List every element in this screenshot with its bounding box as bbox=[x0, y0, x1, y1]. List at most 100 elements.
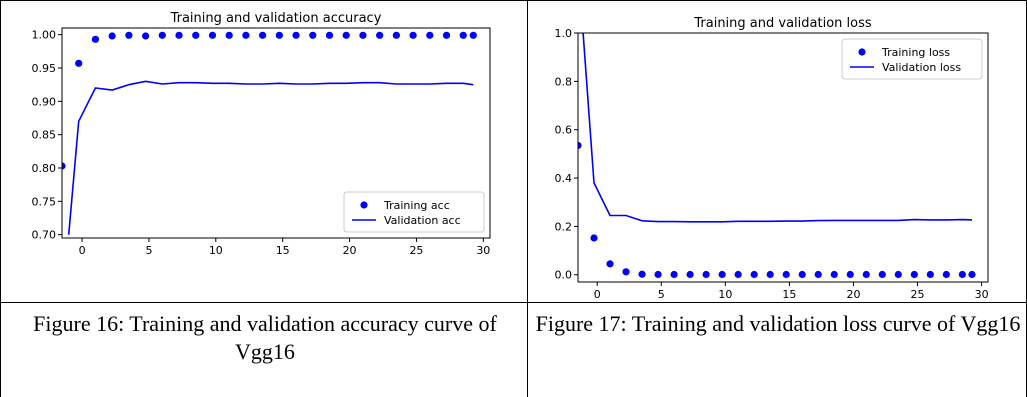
data-point bbox=[638, 270, 646, 278]
data-point bbox=[654, 270, 662, 279]
legend: Training acc Validation acc bbox=[343, 191, 485, 233]
y-tick-label: 0.2 bbox=[555, 220, 573, 233]
data-point bbox=[814, 270, 822, 279]
y-tick-label: 0.8 bbox=[555, 75, 573, 88]
series-validation-acc bbox=[67, 80, 474, 235]
data-point bbox=[606, 260, 614, 268]
data-point bbox=[459, 31, 467, 39]
plot-frame bbox=[61, 27, 491, 239]
data-point bbox=[62, 162, 66, 170]
legend-marker bbox=[858, 48, 866, 56]
data-point bbox=[734, 270, 742, 279]
data-point bbox=[325, 31, 334, 39]
data-point bbox=[862, 270, 870, 279]
x-tick-label: 20 bbox=[846, 288, 860, 301]
chart-title: Training and validation accuracy bbox=[170, 11, 382, 26]
data-point bbox=[141, 32, 150, 40]
y-tick-label: 0.6 bbox=[555, 124, 573, 137]
y-tick-label: 0.75 bbox=[32, 195, 57, 208]
y-tick-label: 0.70 bbox=[32, 229, 57, 242]
data-point bbox=[125, 31, 133, 39]
figure-17-caption: Figure 17: Training and validation loss … bbox=[535, 311, 1021, 336]
data-point bbox=[259, 31, 267, 39]
data-point bbox=[968, 270, 976, 279]
data-point bbox=[830, 270, 838, 279]
data-point bbox=[376, 31, 384, 39]
data-point bbox=[750, 270, 758, 279]
y-tick-label: 1.0 bbox=[555, 27, 573, 40]
legend-box bbox=[343, 191, 485, 233]
x-tick-label: 10 bbox=[209, 244, 223, 257]
data-point bbox=[782, 270, 790, 279]
legend-label: Training loss bbox=[881, 46, 950, 59]
data-point bbox=[846, 270, 854, 279]
figure-16-caption: Figure 16: Training and validation accur… bbox=[33, 311, 497, 364]
data-point bbox=[590, 234, 598, 242]
x-tick-label: 25 bbox=[409, 244, 423, 257]
data-point bbox=[894, 270, 902, 279]
series-line bbox=[67, 80, 474, 235]
data-point bbox=[158, 31, 166, 39]
x-tick-label: 10 bbox=[718, 288, 732, 301]
legend-label: Training acc bbox=[383, 199, 450, 212]
y-tick-label: 0.85 bbox=[32, 129, 57, 142]
data-point bbox=[426, 31, 434, 39]
data-point bbox=[108, 32, 116, 40]
series-training-loss bbox=[578, 141, 976, 279]
data-point bbox=[409, 31, 417, 39]
chart-title: Training and validation loss bbox=[693, 16, 871, 31]
x-tick-label: 5 bbox=[145, 244, 152, 257]
data-point bbox=[766, 270, 774, 279]
data-point bbox=[469, 31, 477, 39]
data-point bbox=[878, 270, 886, 279]
data-point bbox=[75, 59, 83, 67]
legend-marker bbox=[360, 201, 368, 209]
data-point bbox=[686, 270, 694, 279]
plot-frame bbox=[577, 32, 989, 283]
data-point bbox=[275, 31, 283, 39]
x-tick-label: 15 bbox=[276, 244, 290, 257]
series-training-acc bbox=[62, 31, 477, 170]
x-tick-label: 25 bbox=[911, 288, 925, 301]
data-point bbox=[442, 31, 451, 39]
data-point bbox=[91, 35, 100, 43]
y-tick-label: 0.80 bbox=[32, 162, 57, 175]
data-point bbox=[309, 31, 317, 39]
x-tick-label: 0 bbox=[79, 244, 86, 257]
legend-label: Validation loss bbox=[882, 61, 961, 74]
x-tick-label: 30 bbox=[476, 244, 490, 257]
x-tick-label: 5 bbox=[658, 288, 665, 301]
data-point bbox=[942, 270, 950, 279]
data-point bbox=[926, 270, 934, 279]
x-tick-label: 30 bbox=[975, 288, 989, 301]
legend-box bbox=[841, 38, 983, 80]
y-tick-label: 1.00 bbox=[32, 29, 57, 42]
data-point bbox=[342, 31, 350, 39]
y-tick-label: 0.4 bbox=[555, 172, 573, 185]
data-point bbox=[910, 270, 918, 279]
series-line bbox=[582, 33, 973, 223]
x-tick-label: 0 bbox=[594, 288, 601, 301]
data-point bbox=[225, 31, 233, 39]
data-point bbox=[798, 270, 806, 279]
data-point bbox=[718, 270, 726, 279]
legend-label: Validation acc bbox=[384, 214, 461, 227]
data-point bbox=[578, 141, 582, 150]
data-point bbox=[622, 268, 630, 276]
y-tick-label: 0.90 bbox=[32, 95, 57, 108]
data-point bbox=[702, 270, 710, 279]
data-point bbox=[175, 31, 183, 39]
y-tick-label: 0.0 bbox=[555, 269, 573, 282]
data-point bbox=[192, 31, 200, 39]
data-point bbox=[359, 31, 367, 39]
data-point bbox=[292, 31, 300, 39]
data-point bbox=[392, 31, 400, 39]
series-validation-loss bbox=[582, 33, 973, 223]
legend: Training loss Validation loss bbox=[841, 38, 983, 80]
data-point bbox=[242, 31, 250, 39]
data-point bbox=[958, 270, 966, 279]
x-tick-label: 15 bbox=[782, 288, 796, 301]
y-tick-label: 0.95 bbox=[32, 62, 57, 75]
accuracy-chart: Training and validation accuracy 0 5 10 15 20… bbox=[32, 11, 491, 257]
data-point bbox=[208, 31, 217, 39]
